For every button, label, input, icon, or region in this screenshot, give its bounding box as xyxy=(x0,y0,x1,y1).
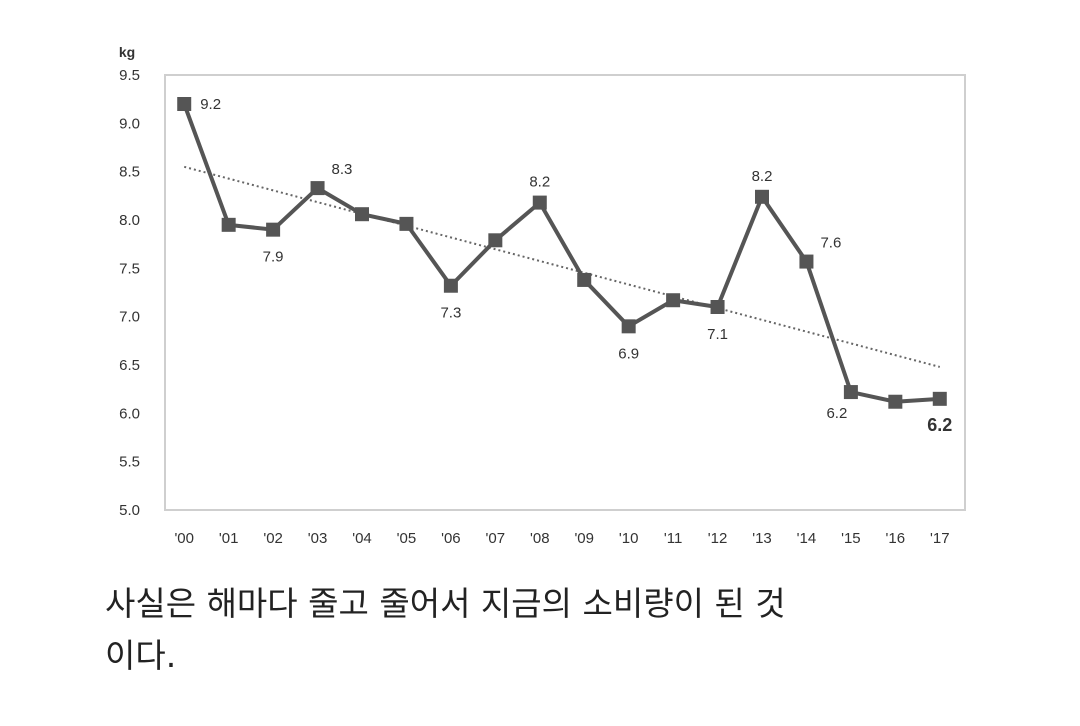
data-point-marker xyxy=(532,195,547,210)
y-tick-label: 5.5 xyxy=(119,454,140,471)
x-tick-label: '06 xyxy=(441,530,461,547)
data-point-marker xyxy=(621,319,636,334)
x-tick-label: '01 xyxy=(219,530,239,547)
x-tick-label: '02 xyxy=(263,530,283,547)
data-point-marker xyxy=(443,278,458,293)
caption-text: 사실은 해마다 줄고 줄어서 지금의 소비량이 된 것 이다. xyxy=(105,578,1005,682)
x-tick-label: '08 xyxy=(530,530,550,547)
y-tick-label: 9.5 xyxy=(119,67,140,84)
x-tick-label: '17 xyxy=(930,530,950,547)
y-tick-label: 7.0 xyxy=(119,309,140,326)
y-tick-label: 9.0 xyxy=(119,115,140,132)
x-axis-ticks: '00 '01 '02 '03 '04 '05 '06 '07 '08 '09 '10 '11 '12 '… xyxy=(174,530,949,547)
data-point-marker xyxy=(488,233,503,248)
data-point-marker xyxy=(666,293,681,308)
data-point-marker xyxy=(310,181,325,196)
x-tick-label: '09 xyxy=(574,530,594,547)
data-label: 6.2 xyxy=(927,415,952,435)
data-label: 7.6 xyxy=(820,235,841,252)
data-labels: 9.2 7.9 8.3 7.3 8.2 6.9 7.1 8.2 7.6 6.2 6.2 xyxy=(200,96,952,435)
data-label: 8.2 xyxy=(529,174,550,191)
x-tick-label: '14 xyxy=(797,530,817,547)
x-tick-label: '04 xyxy=(352,530,372,547)
x-tick-label: '15 xyxy=(841,530,861,547)
y-tick-label: 7.5 xyxy=(119,260,140,277)
data-point-marker xyxy=(755,189,769,204)
series-line xyxy=(182,103,940,404)
x-tick-label: '05 xyxy=(397,530,417,547)
data-point-marker xyxy=(221,217,236,232)
y-axis-ticks: 5.0 5.5 6.0 6.5 7.0 7.5 8.0 8.5 9.0 9.5 xyxy=(119,67,140,519)
data-point-marker xyxy=(710,300,725,314)
data-label: 8.2 xyxy=(752,168,773,185)
data-markers xyxy=(177,97,947,409)
x-tick-label: '13 xyxy=(752,530,772,547)
data-point-marker xyxy=(932,391,947,406)
data-point-marker xyxy=(888,394,903,409)
data-point-marker xyxy=(177,97,192,111)
plot-area-frame xyxy=(164,74,966,511)
data-label: 7.9 xyxy=(263,249,284,266)
x-tick-label: '03 xyxy=(308,530,328,547)
y-tick-label: 6.5 xyxy=(119,357,140,374)
data-label: 8.3 xyxy=(332,161,353,178)
data-point-marker xyxy=(577,272,592,287)
y-tick-label: 8.0 xyxy=(119,212,140,229)
data-point-marker xyxy=(799,254,814,269)
data-label: 7.3 xyxy=(440,305,461,322)
y-tick-label: 5.0 xyxy=(119,502,140,519)
caption-line-1: 사실은 해마다 줄고 줄어서 지금의 소비량이 된 것 xyxy=(105,584,786,623)
x-tick-label: '12 xyxy=(708,530,728,547)
x-tick-label: '16 xyxy=(886,530,906,547)
data-label: 9.2 xyxy=(200,96,221,113)
caption-line-2: 이다. xyxy=(105,636,177,675)
line-chart: kg 5.0 5.5 6.0 6.5 7.0 7.5 8.0 8.5 9.0 9.5 '00 '01… xyxy=(119,44,966,547)
y-tick-label: 8.5 xyxy=(119,164,140,181)
x-tick-label: '07 xyxy=(486,530,506,547)
data-label: 6.2 xyxy=(826,405,847,422)
x-tick-label: '00 xyxy=(174,530,194,547)
data-point-marker xyxy=(266,222,281,237)
y-tick-label: 6.0 xyxy=(119,405,140,422)
trend-line xyxy=(183,165,941,368)
data-label: 6.9 xyxy=(618,345,639,362)
x-tick-label: '11 xyxy=(664,530,682,547)
data-point-marker xyxy=(399,216,414,231)
x-tick-label: '10 xyxy=(619,530,639,547)
y-axis-unit-label: kg xyxy=(119,44,135,60)
data-point-marker xyxy=(843,385,858,400)
data-point-marker xyxy=(355,207,369,222)
data-label: 7.1 xyxy=(707,326,728,343)
